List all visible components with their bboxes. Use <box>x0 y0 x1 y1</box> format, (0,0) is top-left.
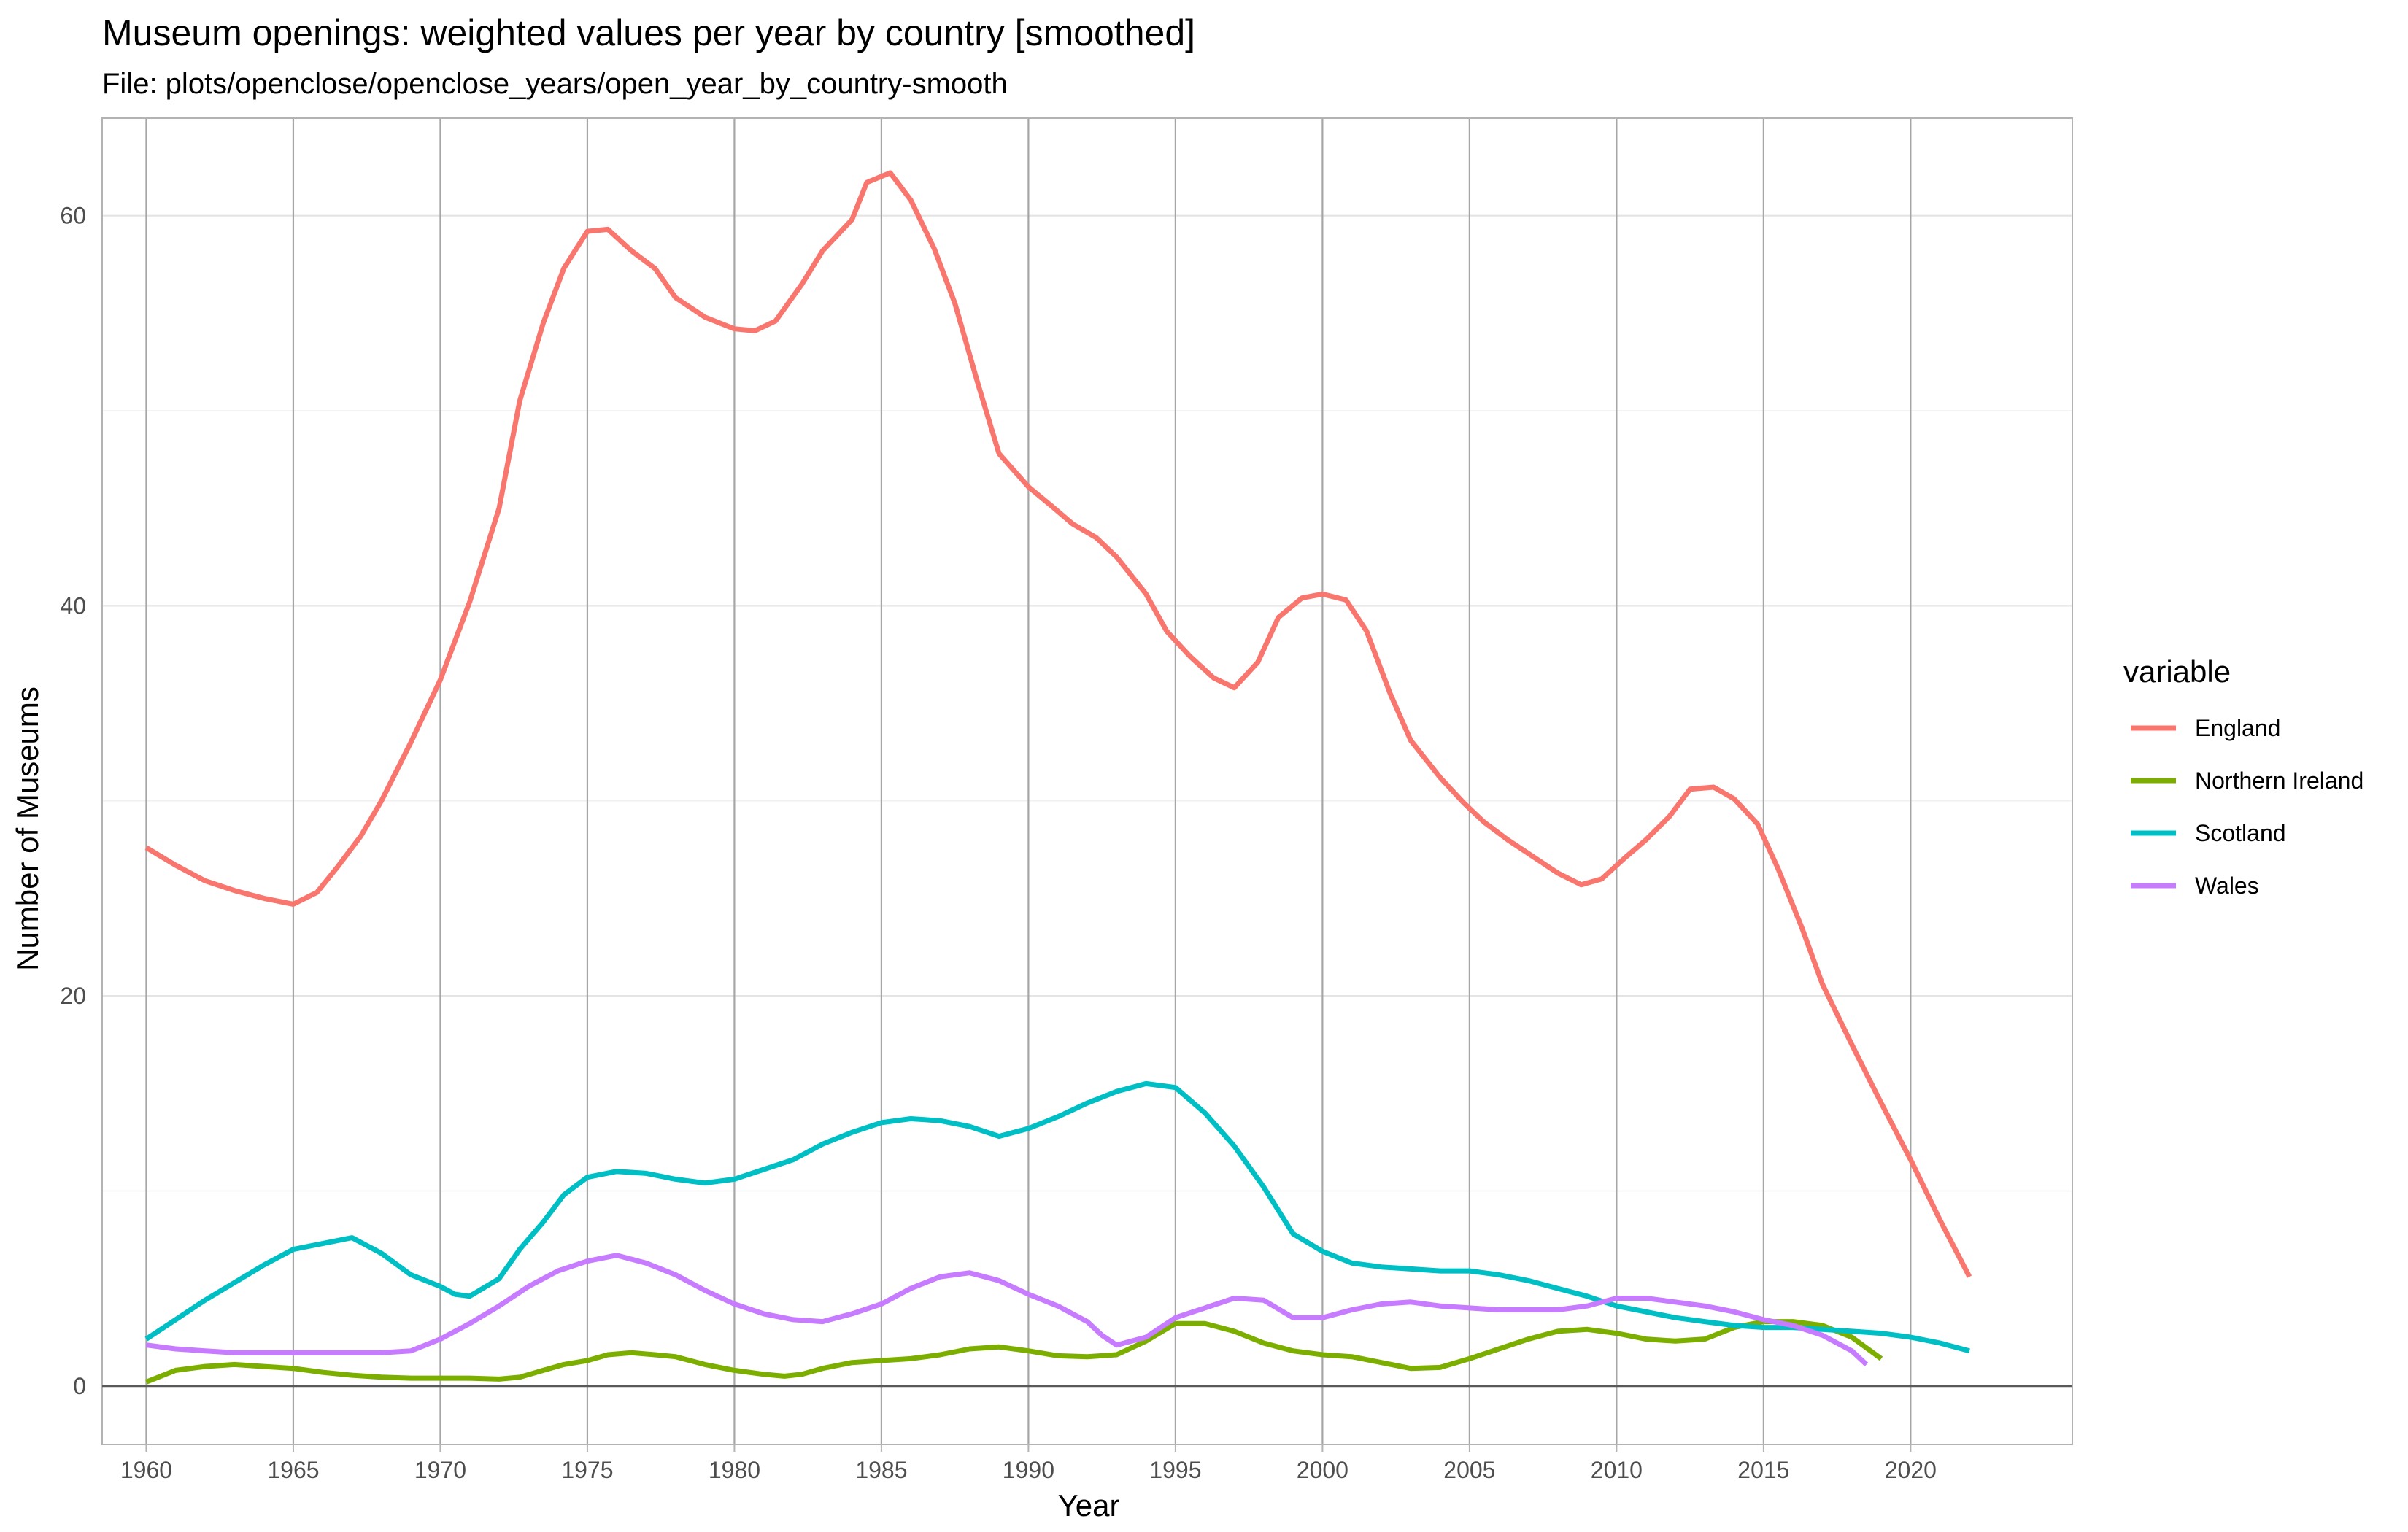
y-tick-label: 0 <box>73 1373 86 1399</box>
x-tick-label: 1970 <box>414 1457 466 1483</box>
series-line-northern-ireland <box>145 1319 1883 1385</box>
legend-label-scotland: Scotland <box>2195 820 2286 846</box>
x-tick-label: 1965 <box>267 1457 319 1483</box>
x-tick-label: 2020 <box>1885 1457 1937 1483</box>
y-axis-title: Number of Museums <box>10 686 45 971</box>
legend-label-northern-ireland: Northern Ireland <box>2195 767 2363 794</box>
series-line-england <box>144 170 1972 1278</box>
x-tick-label: 1995 <box>1149 1457 1201 1483</box>
x-tick-label: 1975 <box>561 1457 613 1483</box>
x-tick-label: 1960 <box>120 1457 172 1483</box>
legend-item-northern-ireland: Northern Ireland <box>2131 767 2363 794</box>
x-tick-label: 1985 <box>855 1457 907 1483</box>
x-tick-label: 2005 <box>1443 1457 1495 1483</box>
x-axis-title: Year <box>1058 1488 1120 1523</box>
plot-panel: 0 20 40 60 1960 1965 1970 1975 1980 1985 1990 1995 2… <box>60 117 2073 1483</box>
y-tick-label: 20 <box>60 983 86 1009</box>
legend-item-england: England <box>2131 715 2280 741</box>
panel-border <box>101 117 2073 1445</box>
y-tick-label: 60 <box>60 203 86 229</box>
legend-label-wales: Wales <box>2195 873 2259 899</box>
legend-label-england: England <box>2195 715 2280 741</box>
series-line-scotland <box>144 1080 1970 1354</box>
legend-title: variable <box>2123 654 2231 689</box>
x-tick-label: 2010 <box>1591 1457 1643 1483</box>
x-tick-label: 1980 <box>709 1457 760 1483</box>
series-line-wales <box>145 1253 1869 1366</box>
chart-title: Museum openings: weighted values per yea… <box>102 12 1195 53</box>
x-tick-label: 2015 <box>1737 1457 1789 1483</box>
chart-subtitle: File: plots/openclose/openclose_years/op… <box>102 68 1008 100</box>
x-tick-label: 1990 <box>1003 1457 1054 1483</box>
x-tick-label: 2000 <box>1297 1457 1348 1483</box>
legend-item-scotland: Scotland <box>2131 820 2286 846</box>
legend: variable England Northern Ireland Scotland… <box>2123 654 2363 899</box>
legend-item-wales: Wales <box>2131 873 2259 899</box>
y-tick-label: 40 <box>60 592 86 619</box>
